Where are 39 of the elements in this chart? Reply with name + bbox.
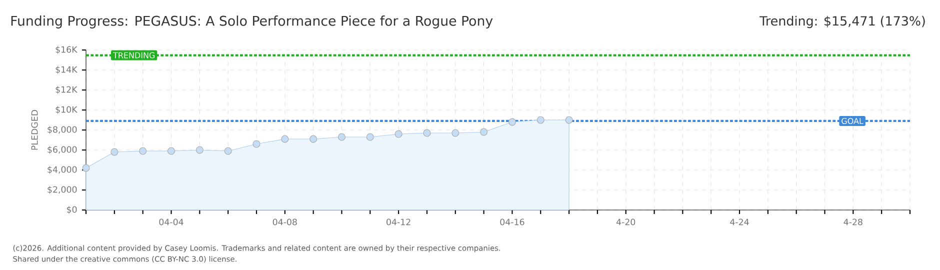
point xyxy=(394,130,402,138)
point xyxy=(338,133,346,141)
point xyxy=(196,146,204,154)
x-tick-label: 4-20 xyxy=(616,218,636,226)
y-tick-label: $12K xyxy=(56,86,78,94)
point xyxy=(310,135,318,143)
point xyxy=(508,118,516,126)
x-tick-label: 04-08 xyxy=(272,218,297,226)
chart-title: Funding Progress: PEGASUS: A Solo Performance Piece for a Rogue Pony xyxy=(11,16,493,28)
point xyxy=(423,129,431,137)
point xyxy=(480,128,488,136)
y-tick-label: $8,000 xyxy=(48,126,77,134)
point xyxy=(366,133,374,141)
y-tick-label: $6,000 xyxy=(48,146,77,154)
y-tick-label: $10K xyxy=(56,106,78,114)
point xyxy=(168,147,175,155)
x-tick-label: 04-16 xyxy=(500,218,524,226)
x-tick-label: 04-12 xyxy=(386,218,410,226)
ref-line-label: GOAL xyxy=(842,118,864,124)
y-tick-label: $0 xyxy=(66,206,77,214)
y-axis-title: PLEDGED xyxy=(31,110,38,150)
point xyxy=(82,164,90,172)
point xyxy=(536,116,544,124)
y-tick-label: $4,000 xyxy=(48,166,77,174)
x-tick-label: 04-04 xyxy=(159,218,184,226)
chart-subtitle: Trending: $15,471 (173%) xyxy=(760,16,925,28)
y-tick-label: $2,000 xyxy=(48,186,77,194)
x-tick-label: 4-24 xyxy=(730,218,749,226)
ref-line-label: TRENDING xyxy=(112,52,155,58)
point xyxy=(224,147,232,155)
point xyxy=(252,140,260,148)
point xyxy=(110,148,118,156)
y-tick-label: $16K xyxy=(56,46,78,54)
point xyxy=(281,135,289,143)
point xyxy=(565,116,573,124)
point xyxy=(139,147,147,155)
y-tick-label: $14K xyxy=(56,66,78,74)
point xyxy=(452,129,460,137)
x-tick-label: 4-28 xyxy=(844,218,862,226)
